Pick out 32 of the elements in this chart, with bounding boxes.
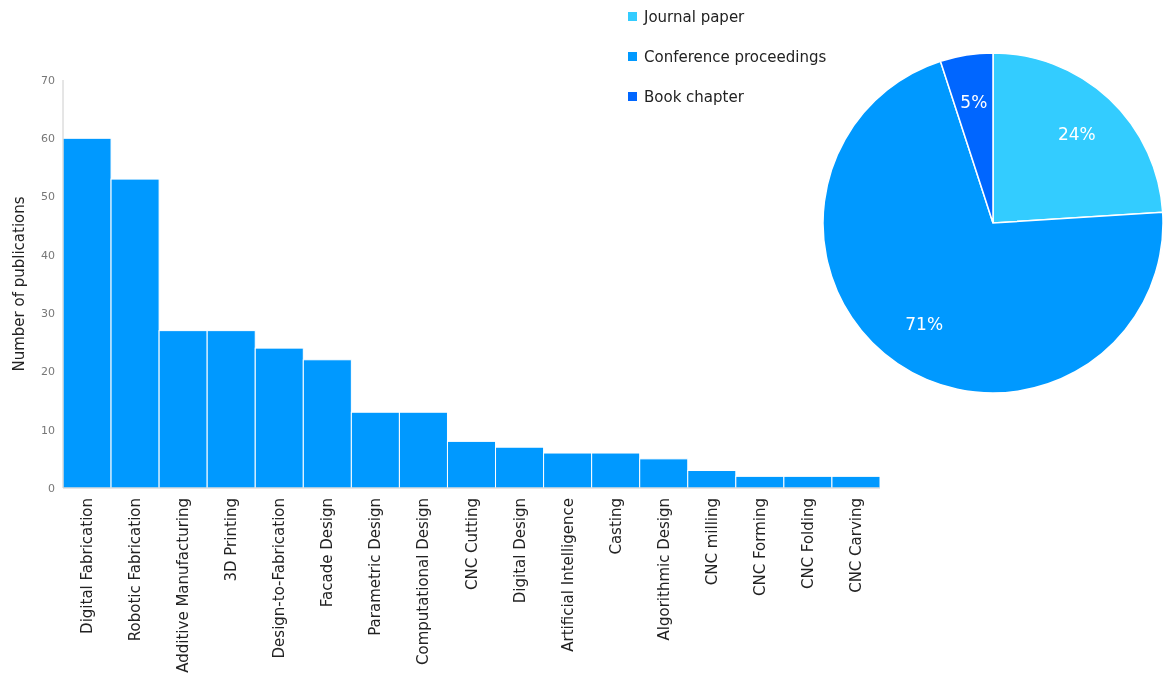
x-tick-label: Parametric Design [366,498,385,636]
data-label: 24% [1057,123,1096,144]
x-tick-label: Casting [606,498,625,555]
data-label: 71% [905,314,944,335]
x-tick-label: Digital Design [510,498,529,604]
y-tick-label: 10 [41,423,55,437]
data-label: 5% [960,92,988,113]
x-tick-label: Algorithmic Design [654,498,673,641]
x-tick-label: Artificial Intelligence [558,498,577,652]
y-tick-label: 50 [41,190,55,204]
x-tick-label: 3D Printing [222,498,241,582]
x-tick-label: Computational Design [414,498,433,666]
x-tick-label: Facade Design [318,498,337,608]
x-tick-label: Robotic Fabrication [126,498,145,642]
x-tick-label: CNC Carving [846,498,865,593]
legend-label: Book chapter [644,88,745,107]
x-tick-label: Design-to-Fabrication [270,498,289,659]
legend-label: Conference proceedings [644,48,827,67]
x-tick-label: Digital Fabrication [78,498,97,634]
legend-label: Journal paper [643,8,746,27]
x-tick-label: Additive Manufacturing [174,498,193,673]
y-tick-label: 40 [41,248,55,262]
x-tick-label: CNC milling [702,498,721,586]
y-axis-title: Number of publications [10,196,28,372]
x-tick-label: CNC Cutting [462,498,481,590]
y-tick-label: 20 [41,365,55,379]
x-tick-label: CNC Forming [750,498,769,596]
x-tick-label: CNC Folding [798,498,817,590]
y-tick-label: 30 [41,306,55,320]
y-tick-label: 0 [48,481,55,495]
y-tick-label: 70 [41,73,55,87]
y-tick-label: 60 [41,132,55,146]
